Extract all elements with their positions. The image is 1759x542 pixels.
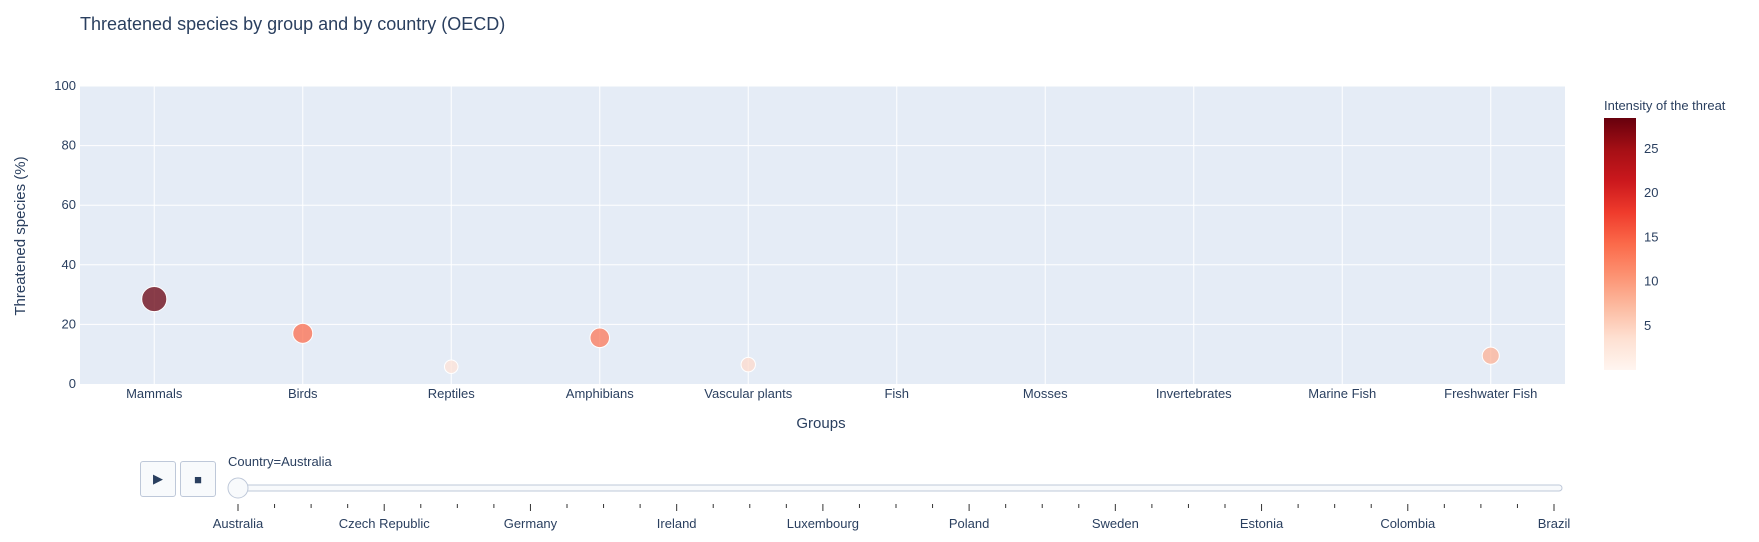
slider-current-label: Country=Australia	[228, 454, 332, 469]
slider-step-label: Ireland	[657, 516, 697, 531]
colorbar: 5 10 15 20 25	[1604, 118, 1658, 370]
colorbar-title: Intensity of the threat	[1604, 98, 1726, 113]
play-icon: ▶	[153, 471, 163, 486]
x-tick-label: Mammals	[126, 386, 183, 401]
slider-step-label: Brazil	[1538, 516, 1571, 531]
plot-background	[80, 86, 1565, 384]
x-tick-label: Birds	[288, 386, 318, 401]
slider-step-label: Colombia	[1380, 516, 1436, 531]
x-tick-label: Mosses	[1023, 386, 1068, 401]
y-tick-label: 80	[62, 138, 76, 153]
y-axis-label: Threatened species (%)	[12, 156, 29, 315]
slider-step-label: Sweden	[1092, 516, 1139, 531]
x-tick-label: Fish	[884, 386, 909, 401]
slider-step-label: Estonia	[1240, 516, 1284, 531]
colorbar-tick-label: 25	[1644, 141, 1658, 156]
animation-controls: ▶ ■	[140, 461, 220, 497]
x-tick-label: Vascular plants	[704, 386, 792, 401]
data-point	[740, 356, 756, 373]
slider-step-label: Luxembourg	[787, 516, 859, 531]
colorbar-tick-label: 20	[1644, 185, 1658, 200]
x-tick-label: Invertebrates	[1156, 386, 1232, 401]
slider-step-label: Germany	[504, 516, 558, 531]
colorbar-tick-label: 5	[1644, 318, 1651, 333]
stop-button[interactable]: ■	[180, 461, 216, 497]
data-point	[443, 359, 459, 374]
data-point	[292, 322, 314, 344]
plot-area: 0 20 40 60 80 100 Mammals Birds Reptiles Amphibia…	[54, 78, 1565, 401]
x-tick-label: Amphibians	[566, 386, 634, 401]
colorbar-tick-label: 10	[1644, 274, 1658, 289]
data-point	[589, 327, 611, 349]
x-tick-label: Marine Fish	[1308, 386, 1376, 401]
y-tick-label: 20	[62, 316, 76, 331]
slider-step-label: Poland	[949, 516, 989, 531]
colorbar-tick-label: 15	[1644, 229, 1658, 244]
y-tick-label: 40	[62, 257, 76, 272]
x-tick-label: Reptiles	[428, 386, 475, 401]
play-button[interactable]: ▶	[140, 461, 176, 497]
chart-title: Threatened species by group and by count…	[80, 14, 505, 34]
slider-handle[interactable]	[227, 477, 249, 499]
slider-step-label: Australia	[213, 516, 264, 531]
data-point	[141, 286, 168, 313]
country-slider[interactable]: Australia Czech Republic Germany Ireland Lux…	[213, 477, 1571, 531]
slider-step-label: Czech Republic	[339, 516, 431, 531]
y-tick-label: 0	[69, 376, 76, 391]
data-point	[1481, 346, 1500, 365]
slider-track	[229, 484, 1563, 492]
y-tick-label: 60	[62, 197, 76, 212]
stop-icon: ■	[194, 471, 202, 487]
y-tick-label: 100	[54, 78, 76, 93]
x-tick-label: Freshwater Fish	[1444, 386, 1537, 401]
colorbar-gradient	[1604, 118, 1636, 370]
x-axis-label: Groups	[796, 415, 845, 432]
